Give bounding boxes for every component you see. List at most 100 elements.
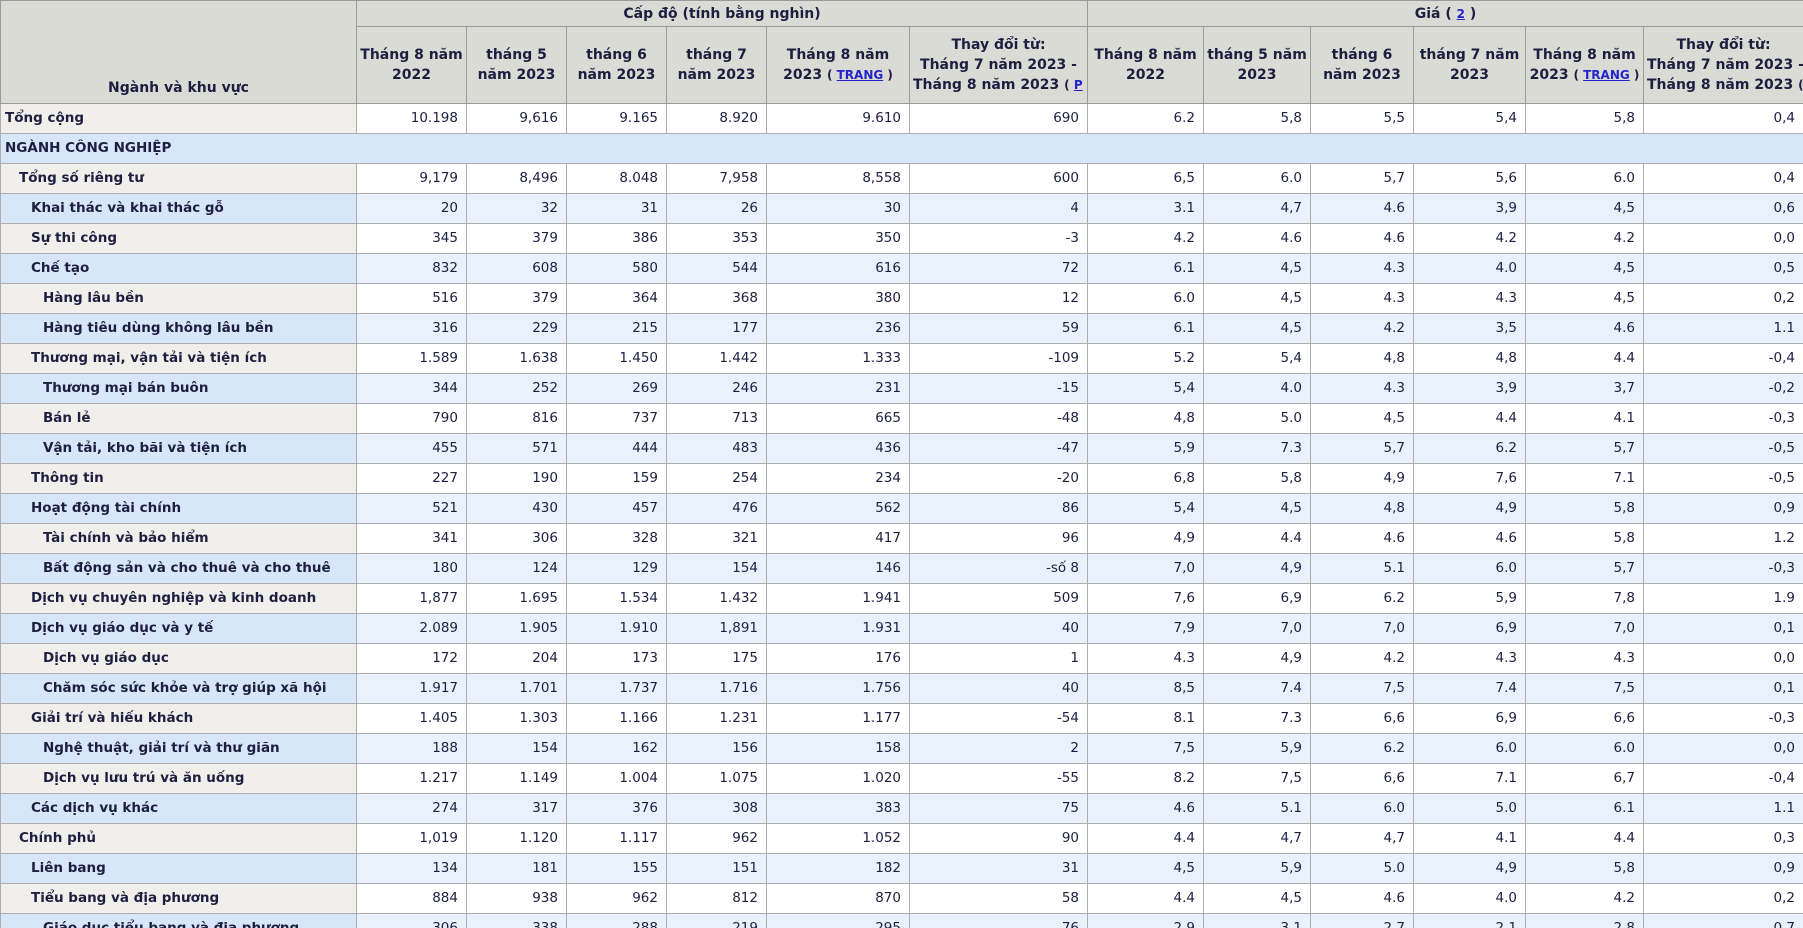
trang-link[interactable]: TRANG (1583, 68, 1630, 82)
cell-value: 0,4 (1643, 163, 1803, 194)
levels-col-aug2022: Tháng 8 năm 2022 (356, 26, 467, 104)
cell-value: -0,5 (1643, 433, 1803, 464)
cell-value: 665 (766, 403, 910, 434)
cell-value: 3,5 (1413, 313, 1526, 344)
cell-value: 4,9 (1413, 853, 1526, 884)
cell-value: 162 (566, 733, 667, 764)
cell-value: 7,8 (1525, 583, 1644, 614)
cell-value: 0,1 (1643, 613, 1803, 644)
rates-band-header: Giá ( 2 ) (1087, 0, 1803, 27)
cell-value: 321 (666, 523, 767, 554)
cell-value: 154 (666, 553, 767, 584)
cell-value: 5.0 (1413, 793, 1526, 824)
cell-value: 252 (466, 373, 567, 404)
cell-value: 457 (566, 493, 667, 524)
cell-value: 350 (766, 223, 910, 254)
cell-value: 4.4 (1413, 403, 1526, 434)
row-label: Sự thi công (0, 223, 357, 254)
cell-value: 1.117 (566, 823, 667, 854)
cell-value: 4,8 (1310, 493, 1414, 524)
table-row: Dịch vụ lưu trú và ăn uống 1.217 1.149 1.00… (0, 763, 1803, 794)
row-label: Vận tải, kho bãi và tiện ích (0, 433, 357, 464)
cell-value: -20 (909, 463, 1088, 494)
cell-value: 4,9 (1310, 463, 1414, 494)
table-row: Hàng tiêu dùng không lâu bền 316 229 215 177… (0, 313, 1803, 344)
row-label: Tài chính và bảo hiểm (0, 523, 357, 554)
cell-value: 544 (666, 253, 767, 284)
cell-value: 75 (909, 793, 1088, 824)
cell-value: 521 (356, 493, 467, 524)
cell-value: 7,5 (1087, 733, 1204, 764)
row-label: Các dịch vụ khác (0, 793, 357, 824)
cell-value: 1.737 (566, 673, 667, 704)
row-label: Dịch vụ giáo dục và y tế (0, 613, 357, 644)
cell-value: 156 (666, 733, 767, 764)
cell-value: 4,8 (1087, 403, 1204, 434)
cell-value: 9,616 (466, 103, 567, 134)
cell-value: 884 (356, 883, 467, 914)
p-footnote-link[interactable]: P (1073, 78, 1083, 93)
cell-value: -0,3 (1643, 403, 1803, 434)
cell-value: 4,8 (1413, 343, 1526, 374)
row-label: Khai thác và khai thác gỗ (0, 193, 357, 224)
cell-value: 9.165 (566, 103, 667, 134)
table-row: Thương mại bán buôn 344 252 269 246 231 -15 5,4… (0, 373, 1803, 404)
row-label: Giải trí và hiếu khách (0, 703, 357, 734)
trang-link[interactable]: TRANG (836, 68, 884, 82)
cell-value: 316 (356, 313, 467, 344)
cell-value: 4.3 (1413, 283, 1526, 314)
cell-value: 1.405 (356, 703, 467, 734)
cell-value: 5,5 (1310, 103, 1414, 134)
cell-value: 6.1 (1525, 793, 1644, 824)
table-row: Liên bang 134 181 155 151 182 31 4,5 5,9 5.0 4,9 5,… (0, 853, 1803, 884)
cell-value: 227 (356, 463, 467, 494)
cell-value: 177 (666, 313, 767, 344)
row-label: Dịch vụ giáo dục (0, 643, 357, 674)
cell-value: 380 (766, 283, 910, 314)
cell-value: 4,9 (1203, 553, 1311, 584)
footnote-2-link[interactable]: 2 (1456, 6, 1465, 21)
cell-value: 215 (566, 313, 667, 344)
cell-value: 219 (666, 913, 767, 928)
cell-value: 870 (766, 883, 910, 914)
cell-value: 5,4 (1087, 373, 1204, 404)
cell-value: 155 (566, 853, 667, 884)
cell-value: 1.534 (566, 583, 667, 614)
cell-value: 4.6 (1310, 883, 1414, 914)
cell-value: 236 (766, 313, 910, 344)
cell-value: 7,0 (1203, 613, 1311, 644)
row-label: Hàng tiêu dùng không lâu bền (0, 313, 357, 344)
cell-value: 5,9 (1087, 433, 1204, 464)
cell-value: 2.9 (1087, 913, 1204, 928)
cell-value: 5,4 (1413, 103, 1526, 134)
cell-value: 0,9 (1643, 493, 1803, 524)
cell-value: 76 (909, 913, 1088, 928)
cell-value: 4,5 (1203, 253, 1311, 284)
cell-value: 6.0 (1203, 163, 1311, 194)
cell-value: 1.004 (566, 763, 667, 794)
cell-value: 5,8 (1525, 853, 1644, 884)
cell-value: 30 (766, 193, 910, 224)
row-label: Bán lẻ (0, 403, 357, 434)
cell-value: 1.756 (766, 673, 910, 704)
cell-value: 476 (666, 493, 767, 524)
cell-value: 6.0 (1413, 553, 1526, 584)
row-label: Hoạt động tài chính (0, 493, 357, 524)
cell-value: 31 (566, 193, 667, 224)
cell-value: 1.695 (466, 583, 567, 614)
cell-value: 4.2 (1413, 223, 1526, 254)
cell-value: 5.0 (1310, 853, 1414, 884)
change-header-line1: Thay đổi từ: (951, 36, 1046, 53)
cell-value: 306 (356, 913, 467, 928)
cell-value: 182 (766, 853, 910, 884)
cell-value: 7.1 (1413, 763, 1526, 794)
cell-value: 8.048 (566, 163, 667, 194)
cell-value: 234 (766, 463, 910, 494)
cell-value: 2.7 (1310, 913, 1414, 928)
cell-value: 20 (356, 193, 467, 224)
cell-value: 1.333 (766, 343, 910, 374)
cell-value: 816 (466, 403, 567, 434)
cell-value: 832 (356, 253, 467, 284)
paren: ( (826, 68, 837, 82)
paren: ) (883, 68, 893, 82)
